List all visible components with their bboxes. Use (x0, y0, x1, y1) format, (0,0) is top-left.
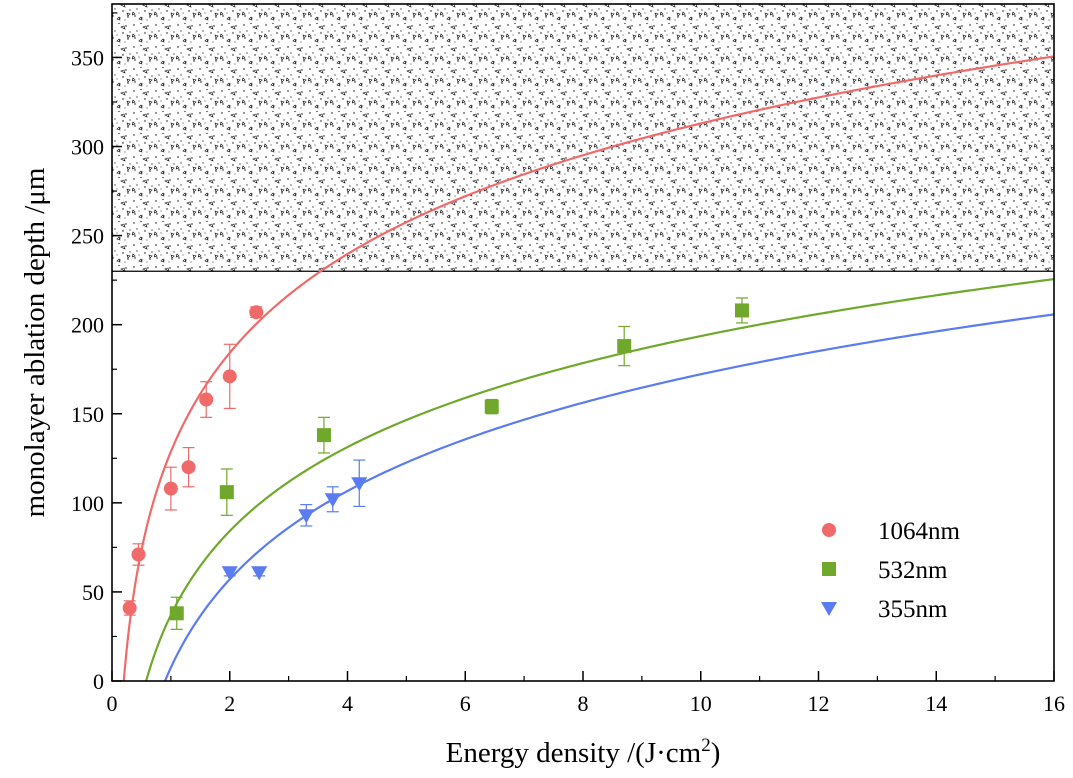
x-axis-title-main: Energy density /(J·cm (446, 737, 702, 769)
legend-label: 532nm (878, 557, 948, 584)
y-axis-ticks: 0 50 100 150 200 250 300 350 (71, 12, 122, 694)
data-point-532nm (484, 399, 499, 414)
data-point-1064nm (222, 369, 237, 384)
legend-marker-355nm (820, 601, 838, 617)
shaded-region (112, 4, 1054, 272)
x-tick-label: 4 (342, 691, 353, 716)
x-axis-ticks: 0 2 4 6 8 10 12 14 16 (107, 671, 1065, 716)
data-point-355nm (298, 509, 315, 524)
y-tick-label: 0 (93, 669, 104, 694)
fit-curve-1064nm (122, 55, 1054, 681)
y-tick-label: 350 (71, 45, 104, 70)
x-axis-title-end: ) (711, 737, 721, 769)
data-point-1064nm (181, 460, 196, 475)
data-point-355nm (351, 477, 368, 492)
y-tick-label: 250 (71, 224, 104, 249)
data-point-1064nm (163, 481, 178, 496)
data-point-532nm (734, 303, 749, 318)
data-point-1064nm (199, 392, 214, 407)
x-tick-label: 6 (460, 691, 471, 716)
fit-curves (122, 55, 1054, 681)
error-bars (123, 297, 748, 630)
x-tick-label: 10 (690, 691, 712, 716)
y-tick-label: 300 (71, 135, 104, 160)
data-point-355nm (251, 566, 268, 581)
fit-curve-532nm (145, 278, 1054, 681)
legend: 1064nm 532nm 355nm (820, 518, 961, 623)
x-tick-label: 12 (808, 691, 830, 716)
data-point-532nm (169, 606, 184, 621)
y-tick-label: 100 (71, 491, 104, 516)
legend-label: 1064nm (878, 518, 961, 545)
x-axis-title: Energy density /(J·cm2) (446, 735, 721, 769)
y-tick-label: 200 (71, 313, 104, 338)
x-tick-label: 2 (224, 691, 235, 716)
data-point-532nm (316, 428, 331, 443)
fit-curve-355nm (163, 313, 1054, 681)
data-point-1064nm (122, 600, 137, 615)
legend-marker-1064nm (822, 523, 836, 537)
y-axis-title: monolayer ablation depth /μm (19, 167, 51, 517)
legend-marker-532nm (822, 562, 836, 576)
data-point-1064nm (131, 547, 146, 562)
data-markers (122, 303, 749, 621)
data-point-532nm (617, 339, 632, 354)
x-tick-label: 8 (578, 691, 589, 716)
x-axis-title-superscript: 2 (701, 735, 711, 756)
y-tick-label: 50 (82, 580, 104, 605)
data-point-532nm (219, 485, 234, 500)
data-point-355nm (221, 566, 238, 581)
y-tick-label: 150 (71, 402, 104, 427)
data-point-355nm (324, 493, 341, 508)
legend-label: 355nm (878, 596, 948, 623)
x-tick-label: 16 (1043, 691, 1065, 716)
x-tick-label: 14 (925, 691, 947, 716)
x-tick-label: 0 (107, 691, 118, 716)
data-point-1064nm (249, 305, 264, 320)
